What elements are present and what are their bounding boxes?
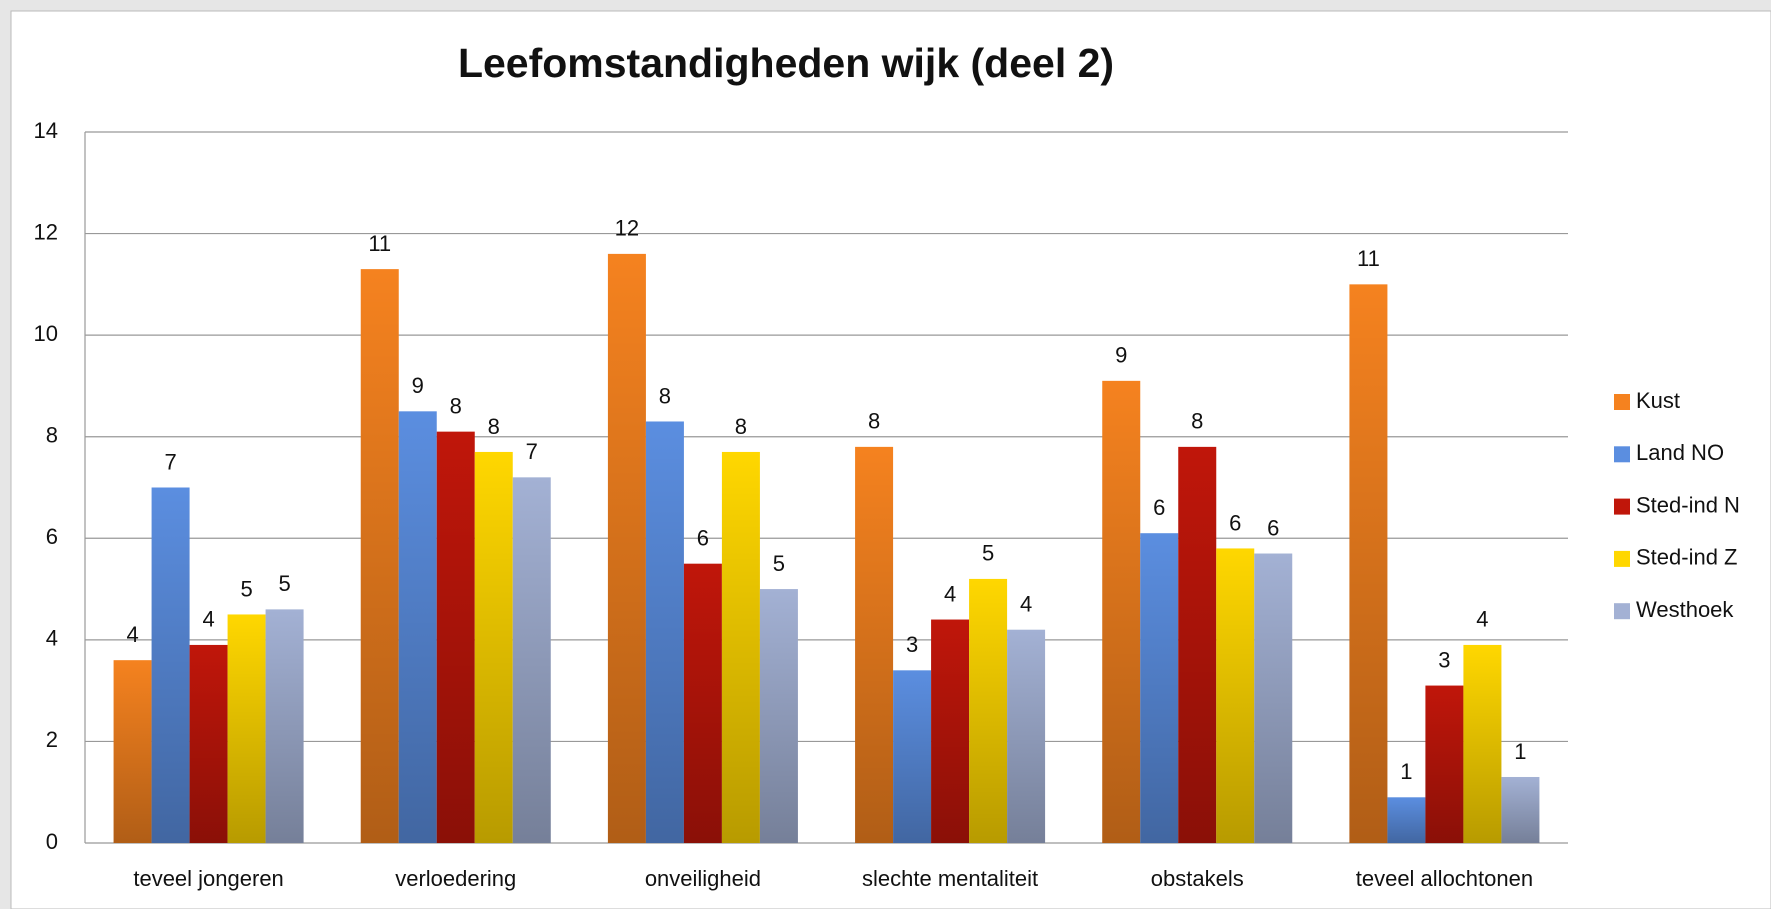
bar-shade xyxy=(1178,446,1217,843)
y-tick-label: 8 xyxy=(46,423,58,448)
x-tick-label: onveiligheid xyxy=(645,866,761,891)
value-label: 8 xyxy=(450,393,462,418)
value-label: 4 xyxy=(1020,592,1032,617)
legend-swatch xyxy=(1614,603,1630,620)
y-tick-label: 14 xyxy=(34,118,58,143)
bar-shade xyxy=(436,431,475,843)
y-tick-label: 2 xyxy=(46,727,58,752)
value-label: 4 xyxy=(1476,607,1488,632)
bar-shade xyxy=(1140,533,1179,843)
value-label: 1 xyxy=(1514,739,1526,764)
value-label: 8 xyxy=(1191,409,1203,434)
bar-shade xyxy=(721,451,760,843)
bar-shade xyxy=(189,644,228,843)
value-label: 3 xyxy=(1438,647,1450,672)
bar-shade xyxy=(360,269,399,843)
bar-shade xyxy=(151,487,190,843)
bar-shade xyxy=(512,477,551,843)
chart-title: Leefomstandigheden wijk (deel 2) xyxy=(458,40,1114,86)
bar-shade xyxy=(855,446,894,843)
value-label: 8 xyxy=(868,409,880,434)
y-tick-label: 10 xyxy=(34,321,58,346)
value-label: 7 xyxy=(164,449,176,474)
value-label: 6 xyxy=(1229,510,1241,535)
value-label: 5 xyxy=(982,541,994,566)
value-label: 5 xyxy=(240,576,252,601)
legend-swatch xyxy=(1614,550,1630,567)
legend-swatch xyxy=(1614,394,1630,410)
x-tick-label: teveel jongeren xyxy=(133,866,283,891)
legend-label: Land NO xyxy=(1636,440,1724,465)
legend-label: Kust xyxy=(1636,388,1680,413)
value-label: 5 xyxy=(773,551,785,576)
x-tick-label: slechte mentaliteit xyxy=(862,866,1038,891)
bar-shade xyxy=(474,451,513,843)
legend-swatch xyxy=(1614,446,1630,463)
bar-shade xyxy=(645,421,684,843)
y-tick-label: 4 xyxy=(46,626,58,651)
value-label: 6 xyxy=(1267,515,1279,540)
value-label: 4 xyxy=(944,581,956,606)
value-label: 5 xyxy=(278,571,290,596)
legend-swatch xyxy=(1614,498,1630,515)
bar-shade xyxy=(1216,548,1255,843)
legend-label: Westhoek xyxy=(1636,597,1734,622)
legend-label: Sted-ind N xyxy=(1636,492,1740,517)
y-tick-label: 12 xyxy=(34,219,58,244)
bar-shade xyxy=(683,563,722,843)
value-label: 9 xyxy=(412,373,424,398)
value-label: 11 xyxy=(1357,246,1380,271)
y-tick-label: 6 xyxy=(46,524,58,549)
value-label: 4 xyxy=(202,607,214,632)
legend-label: Sted-ind Z xyxy=(1636,545,1738,570)
value-label: 7 xyxy=(526,439,538,464)
bar-shade xyxy=(969,578,1008,843)
bar-shade xyxy=(1425,685,1464,843)
x-tick-label: obstakels xyxy=(1151,866,1244,891)
bar-shade xyxy=(1102,380,1141,843)
bar-shade xyxy=(1007,629,1046,843)
bar-shade xyxy=(931,619,970,843)
bar-shade xyxy=(265,609,304,843)
bar-shade xyxy=(893,670,932,843)
x-tick-label: verloedering xyxy=(395,866,516,891)
bar-shade xyxy=(1349,284,1388,843)
value-label: 6 xyxy=(697,525,709,550)
value-label: 11 xyxy=(368,231,391,256)
bar-shade xyxy=(607,253,646,843)
x-tick-label: teveel allochtonen xyxy=(1356,866,1533,891)
bar-shade xyxy=(398,411,437,843)
y-tick-label: 0 xyxy=(46,829,58,854)
value-label: 8 xyxy=(735,414,747,439)
value-label: 1 xyxy=(1400,759,1412,784)
value-label: 3 xyxy=(906,632,918,657)
bar-shade xyxy=(759,589,798,843)
value-label: 12 xyxy=(615,216,639,241)
bar-shade xyxy=(113,660,152,843)
value-label: 8 xyxy=(488,414,500,439)
bar-shade xyxy=(1501,776,1540,843)
bar-shade xyxy=(227,614,266,843)
value-label: 9 xyxy=(1115,343,1127,368)
value-label: 4 xyxy=(126,622,138,647)
value-label: 6 xyxy=(1153,495,1165,520)
bar-shade xyxy=(1254,553,1293,843)
value-label: 8 xyxy=(659,383,671,408)
bar-shade xyxy=(1463,644,1502,843)
bar-shade xyxy=(1387,797,1426,843)
